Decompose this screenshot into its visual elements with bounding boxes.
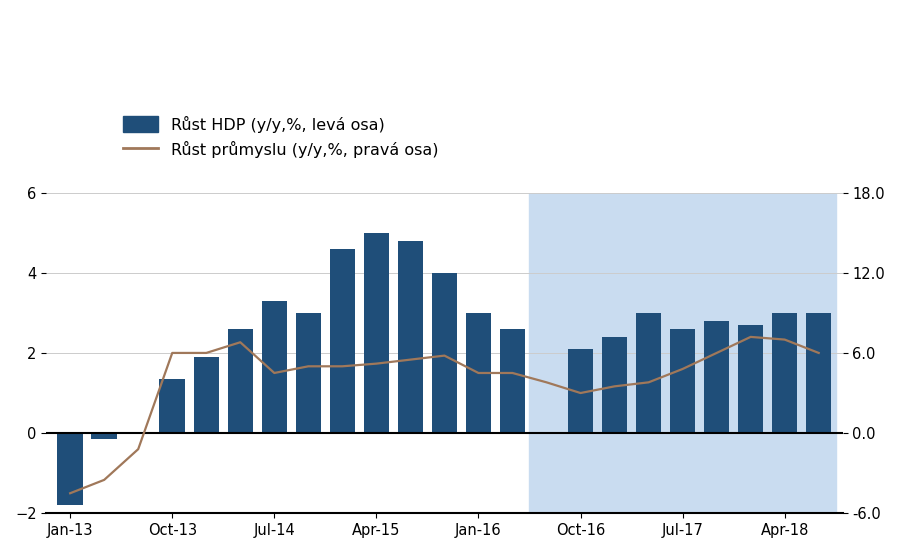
Bar [159,379,185,433]
Bar [262,301,287,433]
Bar [228,329,253,433]
Bar [806,313,832,433]
Bar [329,249,356,433]
Bar [670,329,696,433]
Bar [529,192,836,513]
Bar [92,433,117,439]
Bar [295,313,321,433]
Bar [500,329,526,433]
Legend: Růst HDP (y/y,%, levá osa), Růst průmyslu (y/y,%, pravá osa): Růst HDP (y/y,%, levá osa), Růst průmysl… [118,111,443,163]
Bar [432,273,457,433]
Bar [194,357,219,433]
Bar [465,313,491,433]
Bar [635,313,662,433]
Bar [602,337,627,433]
Bar [704,321,729,433]
Bar [772,313,797,433]
Bar [398,241,423,433]
Bar [738,325,763,433]
Bar [58,433,83,505]
Bar [364,233,389,433]
Bar [568,349,593,433]
